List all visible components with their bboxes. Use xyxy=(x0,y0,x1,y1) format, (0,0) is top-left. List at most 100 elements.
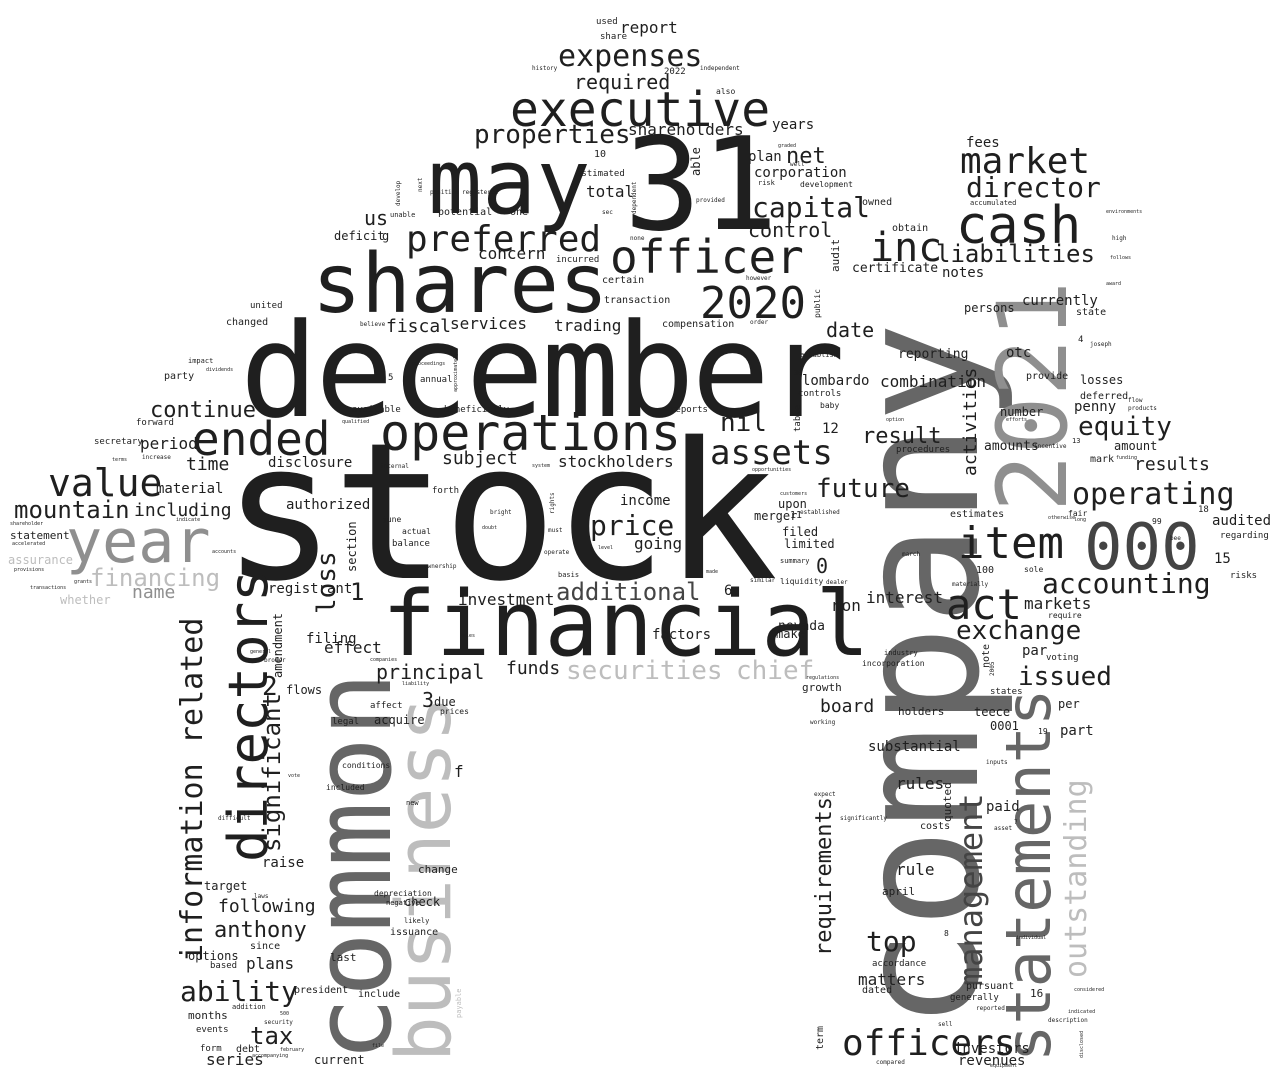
word-executive: executive xyxy=(510,82,771,138)
word-holders: holders xyxy=(898,705,945,718)
word-name: name xyxy=(132,582,176,603)
word-price: price xyxy=(590,509,675,542)
word-registered: registered xyxy=(462,189,499,196)
word-qualified: qualified xyxy=(342,419,370,425)
word-able: able xyxy=(689,147,703,176)
word-terms: terms xyxy=(112,457,128,463)
word-funding: funding xyxy=(1116,455,1138,461)
word-plans: plans xyxy=(246,954,295,973)
word-8: 8 xyxy=(944,929,949,938)
word-included: included xyxy=(326,783,365,792)
word-changed: changed xyxy=(226,317,269,328)
word-expenses: expenses xyxy=(558,39,703,74)
word-statement: statement xyxy=(10,529,70,542)
word-fair: fair xyxy=(1068,509,1088,518)
word-certificate: certificate xyxy=(852,261,939,276)
word-related: related xyxy=(175,617,210,744)
word-board: board xyxy=(820,696,875,717)
word-revenues: revenues xyxy=(958,1053,1026,1069)
word-management: management xyxy=(952,793,990,986)
word-results: results xyxy=(1134,454,1210,475)
word-operations: operations xyxy=(380,404,682,462)
word-established: established xyxy=(800,509,840,516)
word-accordance: accordance xyxy=(872,959,927,969)
word-follows: follows xyxy=(1110,255,1132,261)
word-transactions: transactions xyxy=(30,585,67,591)
word-additional: additional xyxy=(556,578,701,606)
word-independent: independent xyxy=(700,65,740,72)
word-matters: matters xyxy=(858,970,926,989)
word-current: current xyxy=(314,1053,365,1067)
word-liability: liability xyxy=(402,681,430,687)
word-issuance: issuance xyxy=(390,927,439,938)
word-president: president xyxy=(294,985,349,996)
word-concern: concern xyxy=(478,244,546,263)
word-rules: rules xyxy=(896,774,945,793)
word-shares: shares xyxy=(312,237,609,332)
word-subject: subject xyxy=(442,448,518,469)
word-grants: grants xyxy=(74,579,93,585)
word-period: period xyxy=(140,434,198,453)
word-materially: materially xyxy=(952,581,989,588)
word-5: 5 xyxy=(388,373,394,383)
word-incentive: incentive xyxy=(1034,443,1067,450)
word-quoted: quoted xyxy=(941,782,954,822)
word-significant: significant xyxy=(258,693,286,852)
word-000: 000 xyxy=(1084,511,1200,585)
word-annual: annual xyxy=(420,375,453,385)
word-equity: equity xyxy=(1078,412,1172,442)
word-financial: financial xyxy=(382,572,870,677)
word-secretary: secretary xyxy=(94,437,143,447)
word-however: however xyxy=(746,275,772,282)
word-requirements: requirements xyxy=(812,797,837,956)
word-issued: issued xyxy=(1018,662,1112,692)
word-amendment: amendment xyxy=(271,612,285,678)
word-payable: payable xyxy=(455,988,463,1018)
word-incorporation: incorporation xyxy=(862,659,925,668)
word-2005: 2005 xyxy=(989,661,996,676)
word-effect: effect xyxy=(324,638,382,657)
word-exchange: exchange xyxy=(956,616,1082,646)
word-continue: continue xyxy=(150,398,256,423)
word-interest: interest xyxy=(866,588,944,607)
word-stock: stock xyxy=(222,402,778,623)
word-series: series xyxy=(206,1050,264,1069)
word-indicate: indicate xyxy=(176,517,201,523)
word-basis: basis xyxy=(558,571,580,579)
word-compensation: compensation xyxy=(662,319,735,330)
word-customers: customers xyxy=(780,491,808,497)
word-obtain: obtain xyxy=(892,223,929,234)
word-asset: asset xyxy=(994,825,1013,832)
word-develop: develop xyxy=(395,180,402,206)
word-addition: addition xyxy=(232,1003,266,1011)
word-table: table xyxy=(793,404,803,432)
word-controls: controls xyxy=(798,389,842,399)
word-section: section xyxy=(345,521,359,572)
word-investment: investment xyxy=(458,590,555,609)
word-tax: tax xyxy=(250,1022,294,1050)
word-required: required xyxy=(574,70,671,94)
word-substantial: substantial xyxy=(868,739,961,755)
word-operate: operate xyxy=(544,549,570,556)
word-reporting: reporting xyxy=(898,347,969,362)
word-depreciation: depreciation xyxy=(374,889,432,898)
word-whether: whether xyxy=(60,593,111,607)
word-part: part xyxy=(1060,723,1094,739)
word-following: following xyxy=(218,896,316,917)
word-bee: bee xyxy=(1170,535,1181,542)
word-include: include xyxy=(358,989,401,1000)
word-target: target xyxy=(204,879,248,893)
word-13: 13 xyxy=(1072,437,1081,445)
word-non: non xyxy=(832,596,861,615)
word-including: including xyxy=(134,500,232,521)
word-options: options xyxy=(188,949,239,963)
word-term: term xyxy=(815,1025,826,1050)
word-inputs: inputs xyxy=(986,759,1008,766)
word-15: 15 xyxy=(1214,551,1231,567)
word-audited: audited xyxy=(1212,513,1272,529)
word-environments: environments xyxy=(1106,209,1143,215)
word-top: top xyxy=(866,925,917,958)
word-officers: officers xyxy=(842,1023,1016,1064)
word-losses: losses xyxy=(1080,373,1124,387)
word-3: 3 xyxy=(422,688,435,712)
